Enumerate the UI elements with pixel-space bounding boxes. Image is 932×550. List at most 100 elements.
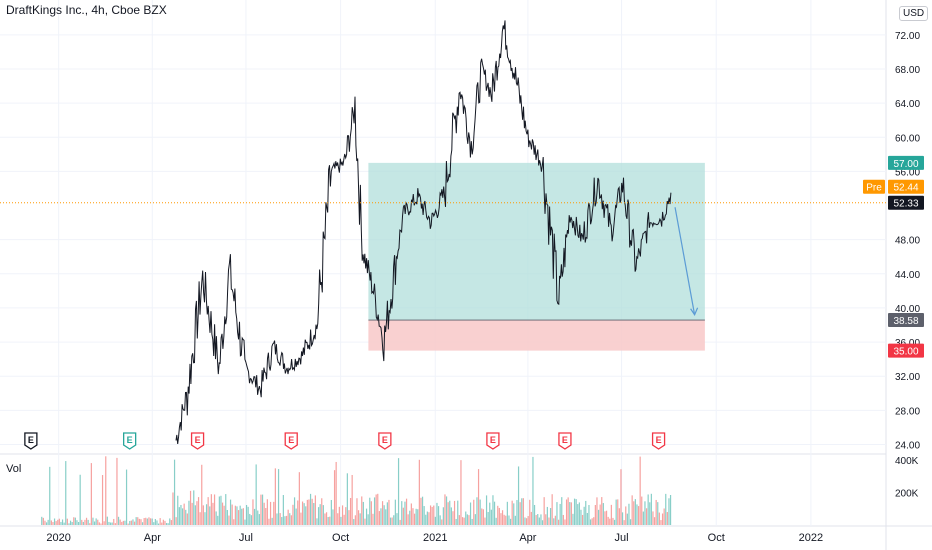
volume-bar: [357, 510, 360, 525]
volume-bar: [641, 496, 643, 525]
volume-bar: [522, 498, 524, 525]
volume-bar: [668, 498, 670, 525]
volume-bar: [189, 490, 192, 525]
volume-bar: [463, 517, 465, 525]
earnings-marker-label: E: [195, 435, 201, 445]
volume-bar: [348, 510, 350, 525]
volume-bar: [90, 463, 92, 525]
volume-bar: [140, 519, 142, 525]
volume-bar: [591, 518, 593, 525]
volume-bar: [394, 499, 396, 525]
volume-bar: [402, 507, 404, 525]
volume-bar: [250, 515, 252, 525]
volume-bar: [354, 515, 356, 525]
volume-bar: [305, 506, 307, 525]
volume-bar: [146, 518, 148, 525]
premarket-tag: Pre: [866, 183, 882, 194]
volume-bar: [212, 502, 214, 525]
volume-bar: [76, 520, 78, 525]
volume-bar: [237, 510, 240, 525]
volume-bar: [285, 515, 288, 525]
earnings-marker-label: E: [656, 435, 662, 445]
volume-tick-label: 400K: [895, 456, 919, 467]
volume-bar: [71, 522, 73, 525]
volume-bar: [353, 519, 355, 525]
volume-bar: [548, 517, 550, 525]
earnings-marker-shape: [651, 432, 666, 450]
volume-bar: [581, 514, 584, 525]
volume-bar: [445, 496, 448, 525]
volume-bar: [73, 517, 75, 525]
volume-bar: [295, 508, 297, 525]
volume-bar: [220, 495, 222, 525]
volume-bar: [60, 521, 62, 525]
volume-bar: [137, 517, 139, 525]
volume-bar: [521, 498, 523, 525]
volume-bar: [649, 502, 651, 525]
volume-bar: [106, 516, 108, 525]
volume-bar: [516, 500, 518, 525]
volume-bar: [361, 496, 363, 525]
volume-bar: [452, 511, 454, 525]
volume-bar: [133, 521, 136, 525]
volume-bar: [213, 494, 216, 525]
volume-bar: [298, 472, 300, 525]
volume-bar: [55, 521, 57, 525]
volume-bar: [53, 518, 56, 525]
volume-bar: [290, 515, 292, 525]
currency-button[interactable]: USD: [899, 6, 929, 21]
volume-bar: [293, 497, 296, 525]
volume-bar: [297, 500, 299, 525]
volume-bar: [228, 515, 230, 525]
volume-bar: [311, 498, 313, 525]
volume-bar: [514, 515, 516, 525]
volume-bar: [589, 519, 592, 525]
volume-bar: [465, 511, 467, 525]
volume-bar: [476, 497, 478, 525]
volume-bar: [69, 520, 72, 525]
volume-bar: [119, 519, 121, 525]
volume-bar: [255, 464, 257, 525]
volume-bar: [645, 508, 648, 525]
volume-bar: [655, 499, 657, 525]
volume-bar: [372, 513, 374, 525]
volume-bar: [121, 521, 123, 525]
premarket-tag-bg: [863, 179, 885, 194]
volume-bar: [103, 521, 105, 525]
volume-bar: [42, 517, 44, 525]
volume-bar: [188, 500, 190, 525]
volume-bar: [225, 494, 227, 525]
y-tick-label: 28.00: [895, 406, 920, 417]
volume-bar: [157, 523, 160, 525]
volume-bar: [324, 513, 326, 525]
volume-bar: [129, 520, 131, 525]
volume-bar: [388, 499, 390, 525]
volume-bar: [669, 495, 672, 525]
volume-bar: [633, 501, 635, 525]
earnings-marker-shape: [486, 432, 500, 450]
volume-bar: [567, 497, 569, 525]
volume-bar: [191, 502, 193, 525]
earnings-marker-shape: [378, 432, 392, 450]
volume-bar: [546, 506, 548, 525]
volume-bar: [321, 498, 323, 525]
volume-bar: [380, 508, 382, 525]
volume-bar: [631, 495, 633, 525]
volume-bar: [385, 509, 387, 525]
earnings-marker-label: E: [127, 435, 133, 445]
volume-bar: [241, 508, 243, 525]
volume-bar: [322, 505, 324, 525]
volume-bar: [159, 518, 161, 525]
volume-bar: [148, 517, 150, 525]
volume-bar: [439, 515, 441, 525]
volume-bar: [492, 495, 494, 525]
volume-bar: [201, 464, 203, 525]
volume-bar: [244, 519, 246, 525]
volume-bar: [175, 517, 177, 525]
volume-bar: [333, 470, 336, 525]
volume-bar: [410, 503, 412, 525]
volume-bar: [143, 518, 145, 525]
volume-bar: [330, 499, 332, 525]
volume-bar: [193, 490, 195, 525]
